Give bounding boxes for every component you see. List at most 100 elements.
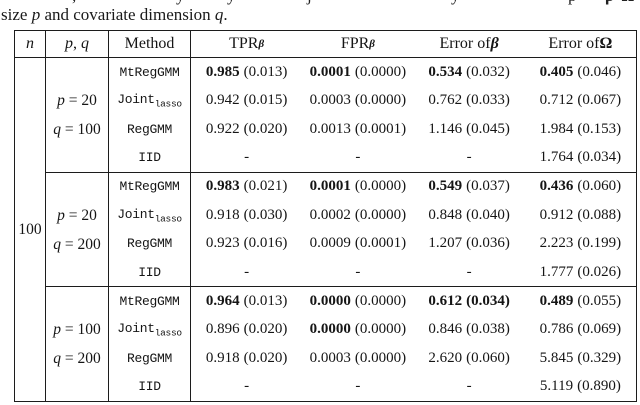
- col-header-tpr: TPR β: [229, 35, 265, 52]
- metric-value: 0.918: [205, 206, 240, 223]
- metric-cell: 1.207 (0.036): [414, 230, 525, 258]
- metric-value: 0.612: [428, 293, 463, 310]
- metric-se: (0.013): [243, 293, 288, 310]
- metric-se: (0.0000): [354, 293, 407, 310]
- metric-value: 0.712: [539, 92, 574, 109]
- metric-value: 1.146: [428, 120, 463, 137]
- method-name: IID: [138, 264, 161, 280]
- metric-se: (0.013): [243, 63, 288, 80]
- metric-se: (0.0000): [354, 206, 407, 223]
- col-header-fpr: FPR β: [340, 35, 375, 52]
- missing-value-dash: -: [355, 263, 361, 280]
- metric-cell: 5.119 (0.890): [525, 373, 636, 401]
- metric-cell: -: [414, 373, 525, 401]
- metric-value: 1.777: [539, 263, 574, 280]
- metric-cell: 1.764 (0.034): [525, 143, 636, 171]
- metric-cell: 0.912 (0.088): [525, 201, 636, 229]
- method-name: RegGMM: [126, 121, 172, 137]
- metric-cell: 0.0003 (0.0000): [302, 344, 413, 372]
- row-metrics: 0.918 (0.030) 0.0002 (0.0000) 0.848 (0.040) 0.…: [191, 201, 636, 229]
- metric-se: (0.890): [577, 378, 621, 395]
- table-row: MtRegGMM 0.983 (0.021) 0.0001 (0.0000) 0.549(…: [109, 172, 636, 202]
- missing-value-dash: -: [244, 263, 250, 280]
- metric-se: (0.0000): [354, 178, 407, 195]
- metric-cell: 0.942 (0.015): [191, 86, 302, 114]
- pq-line-p: p = 20: [57, 91, 97, 109]
- metric-value: 0.0009: [309, 235, 351, 252]
- method-name: RegGMM: [126, 350, 172, 366]
- method-name: Jointlasso: [117, 91, 182, 110]
- metric-cell: 0.612 (0.034): [414, 287, 525, 315]
- metric-value: 0.786: [539, 321, 574, 338]
- clipped-glyph-fragment: ,: [72, 0, 76, 6]
- method-cell: IID: [109, 257, 191, 287]
- metric-se: (0.020): [243, 120, 288, 137]
- metric-value: 0.0001: [309, 63, 351, 80]
- method-cell: MtRegGMM: [109, 172, 191, 202]
- block-rows: MtRegGMM 0.983 (0.021) 0.0001 (0.0000) 0.549(…: [109, 172, 636, 287]
- metric-cell: 0.0013 (0.0001): [302, 115, 413, 143]
- metric-se: (0.036): [466, 235, 510, 252]
- metric-se: (0.032): [466, 63, 510, 80]
- row-metrics: - - - 1.764 (0.034): [191, 143, 636, 171]
- metric-value: 0.896: [205, 321, 240, 338]
- missing-value-dash: -: [244, 148, 250, 165]
- metric-cell: 5.845 (0.329): [525, 344, 636, 372]
- pq-line-p: p = 20: [57, 206, 97, 224]
- metric-value: 0.922: [205, 120, 240, 137]
- table-row: RegGMM 0.922 (0.020) 0.0013 (0.0001) 1.146 (0.…: [109, 114, 636, 144]
- metric-cell: -: [191, 258, 302, 286]
- metric-value: 0.918: [205, 349, 240, 366]
- metric-cell: -: [414, 143, 525, 171]
- metric-cell: 0.0001 (0.0000): [302, 58, 413, 86]
- pq-cell: p = 20 q = 100: [46, 58, 109, 172]
- metric-se: (0.067): [577, 92, 622, 109]
- clipped-glyph-fragment: y: [227, 0, 236, 6]
- table-row: IID - - - 5.119 (0.890): [109, 372, 636, 402]
- table-row: RegGMM 0.923 (0.016) 0.0009 (0.0001) 1.207 (0.…: [109, 229, 636, 258]
- row-metrics: 0.964 (0.013) 0.0000 (0.0000) 0.612 (0.034) 0.…: [191, 287, 636, 315]
- row-metrics: 0.918 (0.020) 0.0003 (0.0000) 2.620 (0.060) 5.…: [191, 344, 636, 372]
- method-name: Jointlasso: [117, 206, 182, 225]
- missing-value-dash: -: [466, 263, 472, 280]
- method-name: MtRegGMM: [119, 64, 180, 80]
- method-cell: IID: [109, 372, 191, 402]
- clipped-glyph-fragment: β: [605, 0, 614, 6]
- caption-var-q: q: [214, 5, 224, 24]
- metric-cell: -: [302, 373, 413, 401]
- method-name: IID: [138, 379, 161, 395]
- block-rows: MtRegGMM 0.964 (0.013) 0.0000 (0.0000) 0.612(…: [109, 287, 636, 402]
- table-row: RegGMM 0.918 (0.020) 0.0003 (0.0000) 2.620 (0.…: [109, 344, 636, 373]
- metric-cell: 0.983 (0.021): [191, 173, 302, 201]
- metric-se: (0.021): [243, 178, 288, 195]
- metric-cell: -: [414, 258, 525, 286]
- table-row: MtRegGMM 0.985 (0.013) 0.0001 (0.0000) 0.534(…: [109, 58, 636, 87]
- row-metrics: - - - 1.777 (0.026): [191, 258, 636, 286]
- pq-cell: p = 100 q = 200: [46, 287, 109, 402]
- table-row: Jointlasso 0.918 (0.030) 0.0002 (0.0000) 0.84…: [109, 201, 636, 230]
- metric-cell: 0.712 (0.067): [525, 86, 636, 114]
- caption-var-p: p: [31, 5, 41, 24]
- row-metrics: 0.922 (0.020) 0.0013 (0.0001) 1.146 (0.045) 1.…: [191, 115, 636, 143]
- metric-cell: 0.918 (0.020): [191, 344, 302, 372]
- metric-cell: 0.846 (0.038): [414, 316, 525, 344]
- missing-value-dash: -: [355, 378, 361, 395]
- metric-value: 0.942: [205, 92, 240, 109]
- metric-se: (0.0000): [354, 63, 407, 80]
- table-row: IID - - - 1.764 (0.034): [109, 143, 636, 172]
- metric-se: (0.045): [466, 120, 510, 137]
- pq-line-q: q = 200: [53, 350, 101, 368]
- row-metrics: - - - 5.119 (0.890): [191, 373, 636, 401]
- metric-value: 0.436: [539, 178, 574, 195]
- caption-text: size: [1, 5, 32, 24]
- col-header-error-omega: Error of Ω: [548, 35, 613, 52]
- metric-cell: 0.848 (0.040): [414, 201, 525, 229]
- table-block: p = 20 q = 200 MtRegGMM 0.983 (0.021) 0.0001(…: [46, 172, 636, 288]
- table-blocks: p = 20 q = 100 MtRegGMM 0.985 (0.013) 0.0001(…: [46, 58, 636, 402]
- table-row: MtRegGMM 0.964 (0.013) 0.0000 (0.0000) 0.612(…: [109, 287, 636, 316]
- metric-value: 0.983: [205, 178, 240, 195]
- table-header-row: n p, q Method TPR β FPR β Error of β Error…: [15, 31, 636, 58]
- method-cell: RegGMM: [109, 344, 191, 373]
- table-block: p = 100 q = 200 MtRegGMM 0.964 (0.013) 0.0000…: [46, 287, 636, 402]
- metric-se: (0.026): [577, 263, 622, 280]
